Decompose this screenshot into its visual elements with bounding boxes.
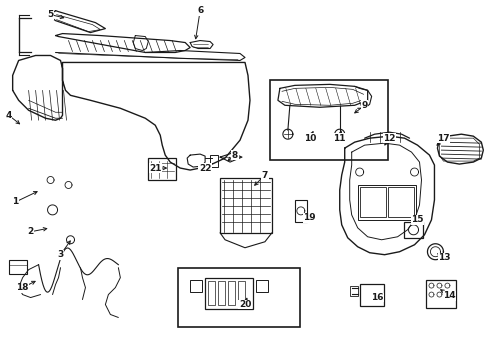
Bar: [359, 187, 385, 217]
Bar: [238, 280, 244, 305]
Bar: [387, 187, 413, 217]
Text: 17: 17: [436, 134, 449, 143]
Text: 15: 15: [410, 215, 423, 224]
Text: 14: 14: [442, 291, 455, 300]
Text: 5: 5: [47, 10, 54, 19]
Text: 3: 3: [57, 250, 63, 259]
Bar: [210, 155, 218, 167]
Text: 22: 22: [199, 163, 211, 172]
Text: 12: 12: [383, 134, 395, 143]
Text: 11: 11: [333, 134, 346, 143]
Text: 7: 7: [261, 171, 267, 180]
Text: 13: 13: [437, 253, 450, 262]
Bar: [403, 222, 423, 238]
Text: 19: 19: [303, 213, 315, 222]
Bar: [255, 280, 267, 292]
Bar: [294, 200, 306, 222]
Bar: [148, 158, 176, 180]
Bar: [426, 280, 455, 307]
Bar: [190, 280, 202, 292]
Bar: [178, 268, 299, 328]
Text: 8: 8: [231, 150, 238, 159]
Bar: [349, 285, 357, 296]
Bar: [227, 280, 235, 305]
Text: 9: 9: [361, 101, 367, 110]
Text: 4: 4: [5, 111, 12, 120]
Bar: [220, 178, 271, 233]
Bar: [208, 280, 215, 305]
Text: 1: 1: [13, 197, 19, 206]
Bar: [204, 278, 252, 310]
Bar: [9, 260, 26, 274]
Text: 2: 2: [27, 227, 34, 236]
Bar: [269, 80, 387, 160]
Text: 10: 10: [303, 134, 315, 143]
Text: 6: 6: [197, 6, 203, 15]
Text: 16: 16: [370, 293, 383, 302]
Text: 20: 20: [238, 300, 251, 309]
Bar: [359, 284, 383, 306]
Text: 21: 21: [149, 163, 161, 172]
Bar: [357, 185, 415, 220]
Text: 18: 18: [17, 283, 29, 292]
Bar: [218, 280, 224, 305]
